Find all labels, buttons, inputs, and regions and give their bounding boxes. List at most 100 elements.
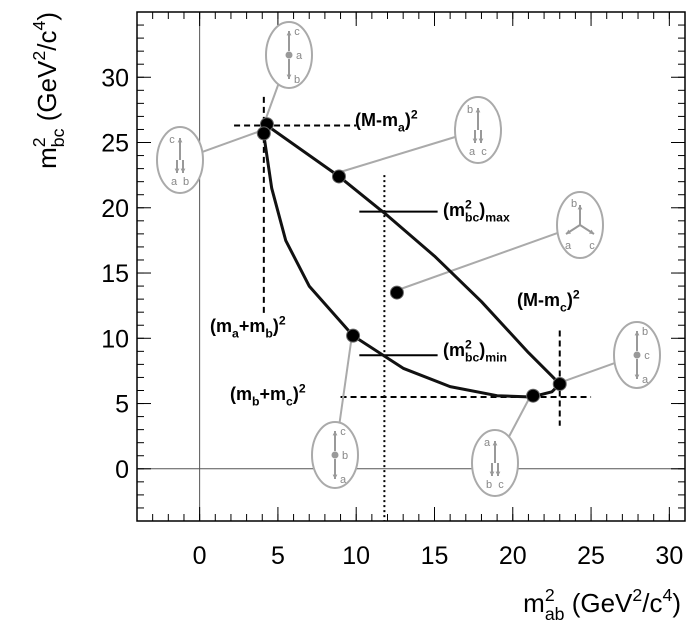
y-tick-label: 20: [101, 195, 129, 223]
icon-connector: [336, 135, 456, 174]
icon-arrowhead: [475, 108, 481, 113]
icon-label: b: [486, 479, 492, 491]
icon-label: c: [169, 134, 175, 146]
text-part: (m: [230, 384, 252, 404]
annotation: (m2 bc)max: [443, 197, 510, 224]
icon-dot: [285, 51, 293, 59]
x-tick-label: 10: [342, 542, 370, 570]
icon-label: b: [571, 198, 577, 210]
icon-label: a: [171, 176, 178, 188]
text-part: ): [293, 384, 299, 404]
text-part: bc: [465, 350, 479, 364]
icon-arrowhead: [634, 331, 640, 336]
text-part: 2: [465, 197, 472, 211]
point: [346, 328, 361, 343]
x-tick-label: 15: [421, 542, 449, 570]
icon-connector: [558, 362, 616, 384]
icon-label: a: [642, 374, 649, 386]
text-part: +m: [239, 316, 266, 336]
text-part: m: [32, 147, 62, 169]
text-part: (GeV: [564, 588, 633, 618]
icon-label: b: [294, 74, 300, 86]
icon-arrowhead: [566, 229, 571, 234]
text-part: 4: [29, 21, 49, 31]
text-part: 2: [299, 381, 306, 395]
text-part: 2: [573, 287, 580, 301]
icon-label: a: [340, 474, 347, 486]
text-part: b: [265, 326, 272, 340]
text-part: ): [479, 200, 485, 220]
icon-dot: [331, 451, 339, 459]
annotation: (M-mc)2: [517, 287, 580, 314]
text-part: +m: [259, 384, 286, 404]
x-tick-label: 25: [577, 542, 605, 570]
icon-arrowhead: [495, 471, 501, 476]
text-part: max: [485, 210, 510, 224]
text-part: c: [560, 300, 567, 314]
text-part: (M-m: [517, 290, 560, 310]
x-axis-title: m2 ab (GeV2/c4): [523, 585, 681, 624]
text-part: ): [567, 290, 573, 310]
icon-label: c: [481, 146, 487, 158]
x-tick-label: 20: [499, 542, 527, 570]
icon-connector: [338, 334, 353, 423]
icon-arrowhead: [174, 168, 180, 173]
text-part: bc: [48, 128, 68, 147]
annotation: (mb+mc)2: [230, 381, 306, 408]
text-part: /c: [642, 588, 662, 618]
annotation: (M-ma)2: [355, 107, 418, 134]
icon-label: a: [565, 240, 572, 252]
text-part: 2: [545, 585, 555, 605]
icon-label: a: [469, 146, 476, 158]
y-tick-label: 5: [115, 391, 129, 419]
icon-arrowhead: [286, 74, 292, 79]
point: [389, 285, 404, 300]
icon-arrowhead: [492, 441, 498, 446]
icon-label: c: [340, 426, 346, 438]
text-part: ): [672, 588, 681, 618]
icon-connector: [394, 232, 559, 292]
text-part: 2: [29, 137, 49, 147]
text-part: 4: [662, 585, 672, 605]
text-part: (m: [443, 200, 465, 220]
point: [256, 126, 271, 141]
text-part: 2: [279, 313, 286, 327]
icon-label: c: [644, 350, 650, 362]
point: [526, 388, 541, 403]
text-part: (m: [210, 316, 232, 336]
icon-arrowhead: [577, 205, 583, 210]
icon-arrowhead: [177, 138, 183, 143]
text-part: min: [485, 350, 507, 364]
y-tick-label: 0: [115, 456, 129, 484]
icon-dot: [633, 351, 641, 359]
point: [331, 169, 346, 184]
y-tick-label: 15: [101, 260, 129, 288]
icon-connector: [264, 83, 280, 122]
text-part: (m: [443, 340, 465, 360]
text-part: 2: [632, 585, 642, 605]
icon-label: b: [642, 326, 648, 338]
text-part: 2: [411, 107, 418, 121]
text-part: ): [479, 340, 485, 360]
y-tick-label: 10: [101, 325, 129, 353]
icon-arrowhead: [634, 374, 640, 379]
icon-arrowhead: [472, 138, 478, 143]
text-part: 2: [29, 51, 49, 61]
text-part: 2: [465, 337, 472, 351]
icon-label: a: [484, 437, 491, 449]
annotation: (m2 bc)min: [443, 337, 507, 364]
text-part: ): [405, 110, 411, 130]
text-part: /c: [32, 31, 62, 51]
x-tick-label: 30: [655, 542, 683, 570]
icon-arrowhead: [332, 474, 338, 479]
text-part: c: [286, 394, 293, 408]
plot-frame: [136, 11, 686, 522]
text-part: bc: [465, 210, 479, 224]
icon-arrowhead: [180, 168, 186, 173]
annotation: (ma+mb)2: [210, 313, 286, 340]
icon-label: a: [296, 50, 303, 62]
y-axis-title: m2bc (GeV2/c4): [29, 12, 68, 169]
icon-arrowhead: [489, 471, 495, 476]
